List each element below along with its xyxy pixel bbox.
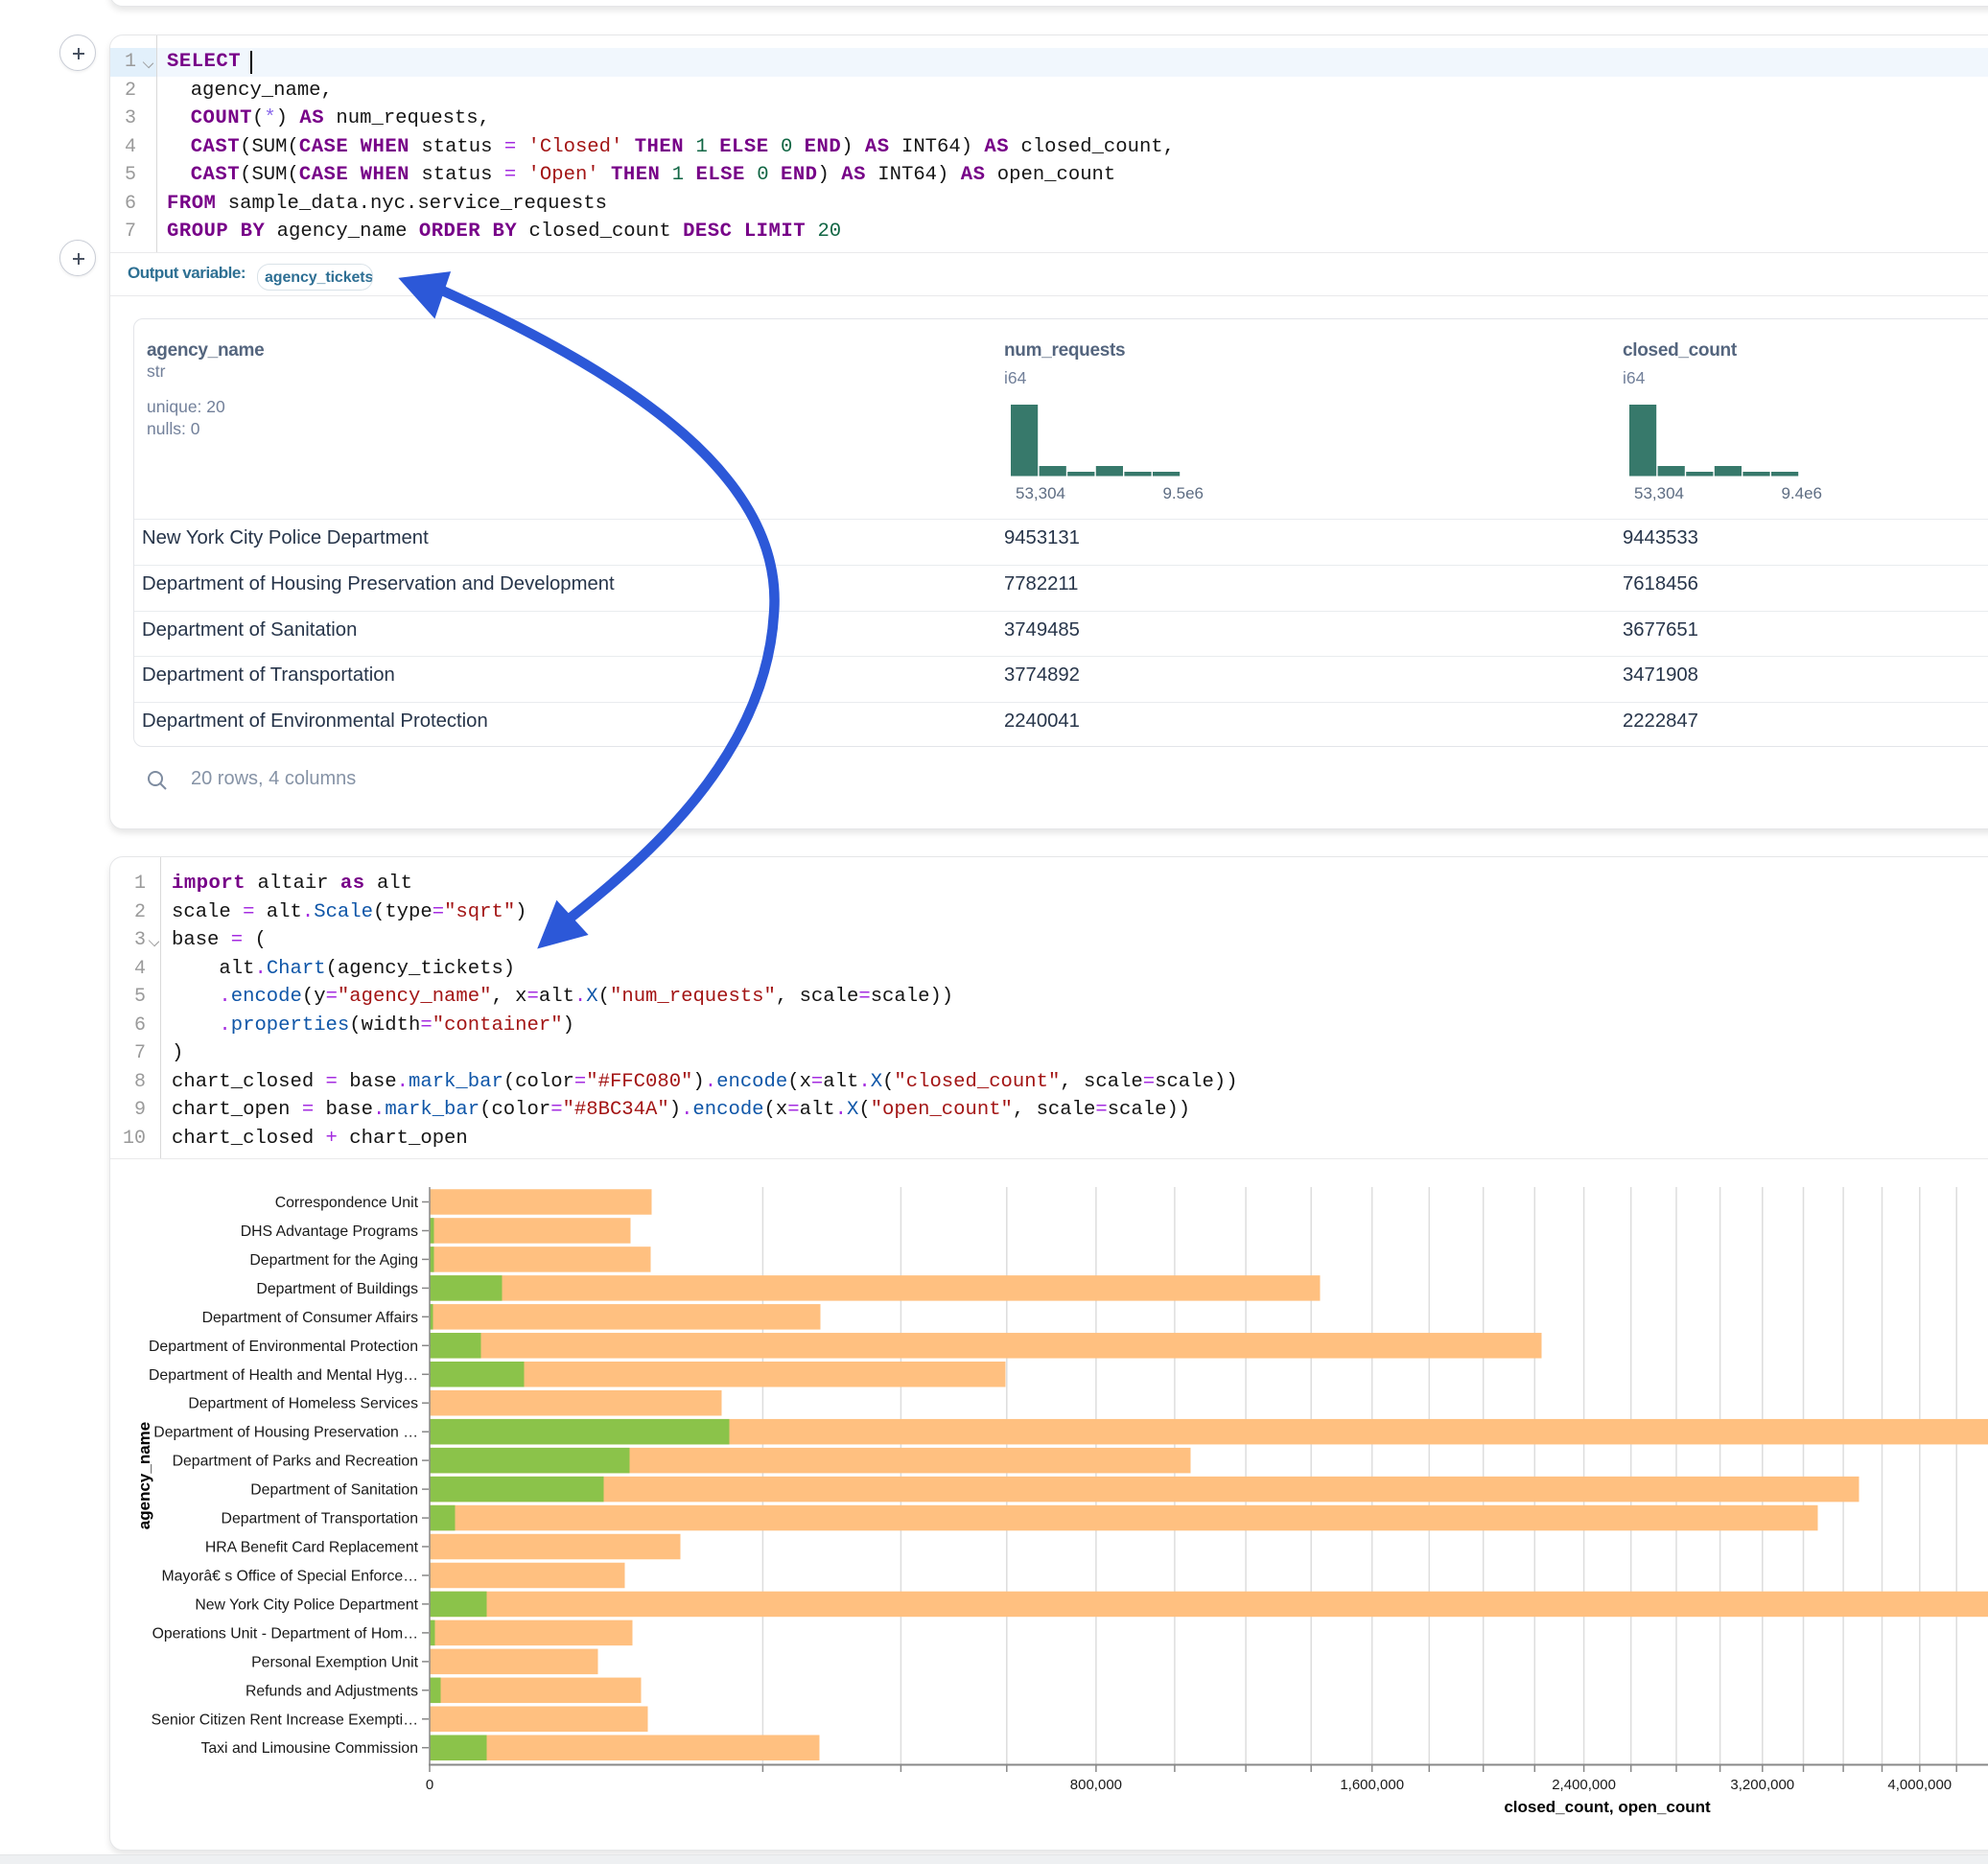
svg-text:Department of Sanitation: Department of Sanitation	[250, 1482, 418, 1499]
svg-text:DHS Advantage Programs: DHS Advantage Programs	[241, 1223, 418, 1240]
svg-text:Correspondence Unit: Correspondence Unit	[275, 1195, 419, 1211]
svg-text:Senior Citizen Rent Increase E: Senior Citizen Rent Increase Exempti…	[152, 1712, 418, 1728]
svg-text:Department of Transportation: Department of Transportation	[222, 1511, 418, 1527]
svg-text:2,400,000: 2,400,000	[1552, 1777, 1616, 1793]
svg-text:4,000,000: 4,000,000	[1887, 1777, 1952, 1793]
svg-text:Department of Environmental Pr: Department of Environmental Protection	[149, 1339, 418, 1355]
svg-text:3,200,000: 3,200,000	[1730, 1777, 1794, 1793]
svg-text:Personal Exemption Unit: Personal Exemption Unit	[251, 1654, 418, 1670]
svg-text:HRA Benefit Card Replacement: HRA Benefit Card Replacement	[205, 1540, 419, 1556]
svg-text:Refunds and Adjustments: Refunds and Adjustments	[246, 1683, 418, 1699]
svg-text:Department of Housing Preserva: Department of Housing Preservation …	[153, 1425, 418, 1441]
svg-text:Department of Parks and Recrea: Department of Parks and Recreation	[173, 1454, 418, 1470]
svg-text:closed_count, open_count: closed_count, open_count	[1504, 1798, 1711, 1816]
svg-text:Taxi and Limousine Commission: Taxi and Limousine Commission	[200, 1740, 418, 1757]
svg-text:Department of Homeless Service: Department of Homeless Services	[188, 1396, 418, 1412]
svg-text:Department of Health and Menta: Department of Health and Mental Hyg…	[149, 1367, 418, 1384]
svg-text:0: 0	[426, 1777, 433, 1793]
svg-text:New York City Police Departmen: New York City Police Department	[195, 1596, 418, 1613]
svg-text:Department of Buildings: Department of Buildings	[256, 1281, 418, 1297]
svg-text:Mayorâ€ s Office of Special En: Mayorâ€ s Office of Special Enforce…	[162, 1569, 419, 1585]
svg-text:Department for the Aging: Department for the Aging	[249, 1252, 418, 1269]
svg-text:agency_name: agency_name	[135, 1422, 153, 1529]
svg-text:Operations Unit - Department o: Operations Unit - Department of Hom…	[152, 1625, 418, 1642]
svg-text:800,000: 800,000	[1070, 1777, 1122, 1793]
svg-text:Department of Consumer Affairs: Department of Consumer Affairs	[202, 1310, 418, 1326]
svg-text:1,600,000: 1,600,000	[1340, 1777, 1404, 1793]
